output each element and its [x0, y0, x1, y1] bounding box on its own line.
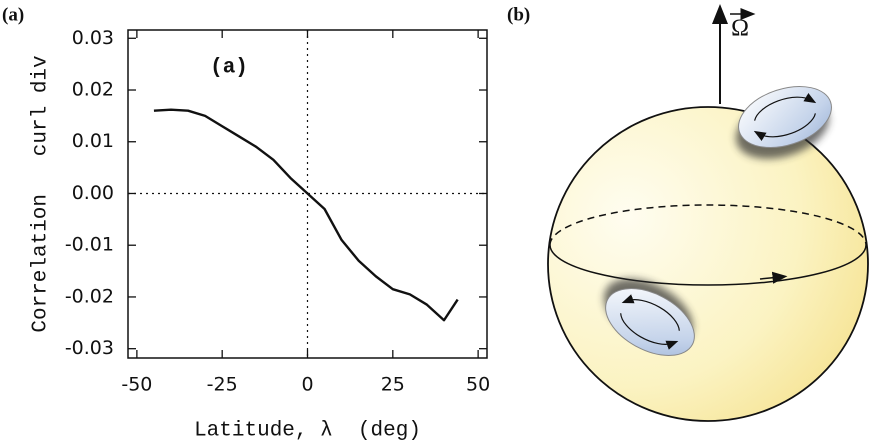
equator-arrow: [759, 271, 788, 284]
x-tick-label: 0: [301, 374, 313, 396]
annotation: (a): [210, 56, 248, 79]
eddy: [735, 86, 832, 159]
x-tick-label: -50: [121, 374, 152, 396]
equator-back: [549, 204, 867, 246]
sphere: [547, 106, 869, 422]
data-line: [153, 108, 459, 322]
y-tick-label: 0.03: [72, 27, 114, 49]
y-tick-label: 0.01: [72, 130, 114, 152]
rotation-label: Ω: [731, 16, 749, 42]
plot: 0.03 0.02 0.01 0.00 -0.01 -0.02 -0.03 -50 -25 0 25…: [30, 27, 491, 443]
y-tick-label: -0.02: [65, 285, 114, 307]
x-tick-label: -25: [207, 374, 238, 396]
y-tick-label: 0.02: [72, 79, 114, 101]
y-tick-label: -0.03: [65, 337, 114, 359]
sphere-diagram: Ω: [547, 4, 869, 422]
x-tick-label: 25: [381, 374, 405, 396]
y-tick-label: -0.01: [65, 234, 114, 256]
y-axis-label: Correlation curl div: [30, 55, 53, 332]
eddy: [604, 278, 695, 356]
x-tick-label: 50: [466, 374, 490, 396]
x-axis-label: Latitude, λ (deg): [194, 420, 421, 443]
y-tick-label: 0.00: [72, 182, 114, 204]
panel-label: (b): [507, 4, 530, 25]
panel-label: (a): [2, 4, 24, 25]
equator-front: [549, 244, 867, 286]
